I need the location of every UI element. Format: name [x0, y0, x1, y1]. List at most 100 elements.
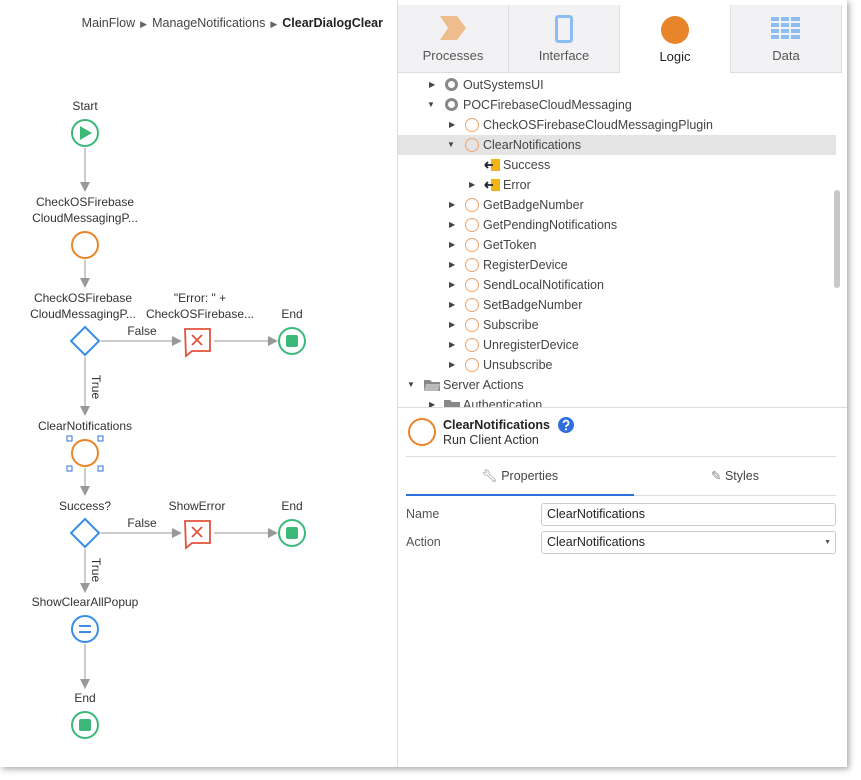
tree-item-label: UnregisterDevice — [483, 338, 579, 352]
expand-icon[interactable]: ▶ — [449, 360, 456, 369]
end-label: End — [74, 691, 95, 705]
false-label: False — [127, 324, 157, 338]
start-node[interactable] — [71, 119, 99, 147]
end-node[interactable] — [278, 519, 306, 547]
module-icon — [445, 98, 458, 111]
tab-styles[interactable]: ✎ Styles — [634, 457, 836, 495]
logic-icon — [661, 16, 689, 44]
expand-icon[interactable]: ▶ — [449, 200, 456, 209]
breadcrumb-item[interactable]: MainFlow — [81, 16, 136, 30]
tree-item-label: Server Actions — [443, 378, 524, 392]
element-title: ClearNotifications — [443, 418, 550, 432]
client-action-icon — [465, 258, 479, 272]
tab-data[interactable]: Data — [731, 5, 842, 73]
error2-label: ShowError — [169, 499, 226, 513]
tab-label: Styles — [724, 469, 759, 483]
tree-item-label: SetBadgeNumber — [483, 298, 583, 312]
expand-icon[interactable]: ▶ — [449, 260, 456, 269]
tree-item-action[interactable]: ▶ UnregisterDevice — [398, 335, 836, 355]
selected-element-info: ClearNotifications Run Client Action — [406, 417, 836, 450]
tree-item-action[interactable]: ▶ SendLocalNotification — [398, 275, 836, 295]
collapse-icon[interactable]: ▼ — [407, 380, 415, 389]
tab-label: Data — [772, 48, 800, 63]
expand-icon[interactable]: ▶ — [449, 340, 456, 349]
end-label: End — [281, 499, 302, 513]
name-field[interactable]: ClearNotifications — [541, 503, 836, 526]
brush-icon: ✎ — [710, 469, 722, 483]
tab-logic[interactable]: Logic — [620, 5, 731, 73]
false-label: False — [127, 516, 157, 530]
breadcrumb-current: ClearDialogClear — [282, 16, 383, 30]
if2-label: Success? — [59, 499, 111, 513]
flow-diagram: Start CheckOSFirebase CloudMessagingP...… — [30, 99, 306, 739]
client-action-icon — [465, 238, 479, 252]
tree-scrollbar[interactable] — [834, 190, 840, 288]
tree-item-label: GetBadgeNumber — [483, 198, 584, 212]
tree-item-action[interactable]: ▶ GetToken — [398, 235, 836, 255]
expand-icon[interactable]: ▶ — [429, 400, 436, 408]
tree-item-action[interactable]: ▶ GetBadgeNumber — [398, 195, 836, 215]
client-action-icon — [465, 118, 479, 132]
error-icon[interactable] — [184, 328, 211, 358]
tab-interface[interactable]: Interface — [509, 5, 620, 73]
breadcrumb-item[interactable]: ManageNotifications — [152, 16, 266, 30]
if1-label-2: CloudMessagingP... — [30, 307, 136, 321]
expand-icon[interactable]: ▶ — [429, 80, 436, 89]
flow-canvas[interactable]: MainFlow ▶ ManageNotifications ▶ ClearDialog… — [0, 0, 398, 767]
expand-icon[interactable]: ▶ — [449, 320, 456, 329]
expand-icon[interactable]: ▶ — [449, 120, 456, 129]
tree-item-label: OutSystemsUI — [463, 78, 544, 92]
error1-label-2: CheckOSFirebase... — [146, 307, 254, 321]
expand-icon[interactable]: ▶ — [449, 220, 456, 229]
tree-item-action-selected[interactable]: ▼ ClearNotifications — [398, 135, 836, 155]
end-node[interactable] — [71, 711, 99, 739]
action-select[interactable]: ClearNotifications ▼ — [541, 531, 836, 554]
tab-processes[interactable]: Processes — [398, 5, 509, 73]
tree-item-label: Authentication — [463, 398, 543, 408]
tree-item-action[interactable]: ▶ RegisterDevice — [398, 255, 836, 275]
tree-item-outsystemsui[interactable]: ▶ OutSystemsUI — [398, 75, 836, 95]
wrench-icon: 🔧︎ — [481, 469, 498, 483]
client-action-icon — [465, 298, 479, 312]
error-icon[interactable] — [184, 520, 211, 550]
tree-item-action[interactable]: ▶ SetBadgeNumber — [398, 295, 836, 315]
tab-properties[interactable]: 🔧︎ Properties — [406, 457, 634, 496]
if2-decision-node[interactable] — [69, 517, 101, 549]
expand-icon[interactable]: ▶ — [449, 300, 456, 309]
collapse-icon[interactable]: ▼ — [427, 100, 435, 109]
assign-node-icon[interactable] — [71, 615, 99, 643]
output-parameter-icon — [484, 179, 500, 191]
tree-item-label: Unsubscribe — [483, 358, 553, 372]
tree-item-poc[interactable]: ▼ POCFirebaseCloudMessaging — [398, 95, 836, 115]
module-icon — [445, 78, 458, 91]
help-icon[interactable] — [557, 417, 574, 433]
tree-item-output[interactable]: Success — [398, 155, 836, 175]
check-plugin-node[interactable] — [71, 231, 99, 259]
tree-item-label: CheckOSFirebaseCloudMessagingPlugin — [483, 118, 713, 132]
tree-item-action[interactable]: ▶ Subscribe — [398, 315, 836, 335]
action-label: Action — [406, 535, 441, 549]
expand-icon[interactable]: ▶ — [469, 180, 476, 189]
tree-item-output[interactable]: ▶ Error — [398, 175, 836, 195]
logic-tree[interactable]: ▶ OutSystemsUI ▼ POCFirebaseCloudMessaging… — [398, 75, 847, 408]
tree-item-server-actions[interactable]: ▼ Server Actions — [398, 375, 836, 395]
tree-item-action[interactable]: ▶ CheckOSFirebaseCloudMessagingPlugin — [398, 115, 836, 135]
tree-item-authentication[interactable]: ▶ Authentication — [398, 395, 836, 408]
tree-item-label: ClearNotifications — [483, 138, 581, 152]
clear-notifications-node[interactable] — [66, 435, 104, 472]
tree-item-action[interactable]: ▶ Unsubscribe — [398, 355, 836, 375]
tree-item-label: GetToken — [483, 238, 537, 252]
client-action-icon — [408, 418, 436, 446]
connectors — [80, 148, 278, 689]
element-header: ClearNotifications — [443, 417, 574, 433]
start-label: Start — [72, 99, 98, 113]
tree-item-action[interactable]: ▶ GetPendingNotifications — [398, 215, 836, 235]
if1-label-1: CheckOSFirebase — [34, 291, 132, 305]
end-node[interactable] — [278, 327, 306, 355]
if1-decision-node[interactable] — [69, 325, 101, 357]
expand-icon[interactable]: ▶ — [449, 240, 456, 249]
tree-item-label: RegisterDevice — [483, 258, 568, 272]
expand-icon[interactable]: ▶ — [449, 280, 456, 289]
collapse-icon[interactable]: ▼ — [447, 140, 455, 149]
client-action-icon — [465, 338, 479, 352]
